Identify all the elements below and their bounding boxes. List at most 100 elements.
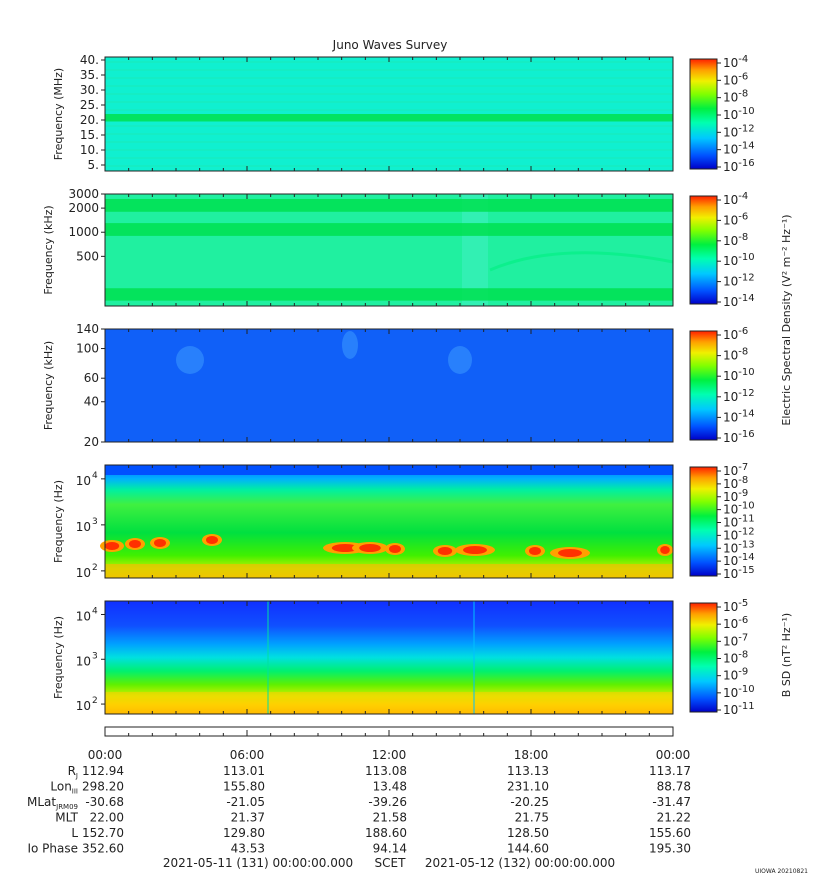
footer-start: 2021-05-11 (131) 00:00:00.000 [163, 856, 353, 870]
colorbar-tick-label: 10-7 [723, 462, 748, 478]
colorbar-tick-label: 10-11 [723, 701, 755, 717]
y-tick-label: 140 [76, 322, 99, 336]
burst [176, 346, 204, 374]
panel-1: 5.10.15.20.25.30.35.40. Frequency (MHz) [52, 53, 674, 172]
ephemeris-value: 195.30 [649, 842, 691, 856]
low-band [105, 692, 673, 714]
colorbar-tick-label: 10-8 [723, 347, 748, 363]
y-tick-label: 100 [76, 342, 99, 356]
colorbar-tick-label: 10-10 [723, 684, 755, 700]
colorbar-tick-label: 10-10 [723, 106, 755, 122]
colorbar-tick-label: 10-14 [723, 408, 755, 424]
colorbar-tick-label: 10-8 [723, 650, 748, 666]
spectrogram-image [105, 194, 673, 306]
ephemeris-value: 94.14 [373, 842, 407, 856]
y-tick-label: 25. [80, 98, 99, 112]
emission-core [104, 542, 120, 550]
panel-3: 140 100 60 40 20 Frequency (kHz) [42, 322, 674, 449]
ephemeris-value: 352.60 [82, 842, 124, 856]
colorbar-tick-label: 10-9 [723, 488, 748, 504]
y-tick-label: 10 [76, 609, 91, 623]
colorbar-gradient [689, 58, 718, 170]
time-tick-label: 00:00 [88, 748, 123, 762]
ephemeris-label: MLT [55, 811, 78, 825]
time-tick-label: 18:00 [514, 748, 549, 762]
stripe [105, 85, 673, 87]
colorbar-gradient [689, 466, 718, 577]
colorbar-gradient [689, 330, 718, 441]
ephemeris-value: -30.68 [85, 795, 124, 809]
ephemeris-value: 21.37 [231, 811, 265, 825]
colorbar-tick-label: 10-9 [723, 667, 748, 683]
y-tick-label: 10 [76, 654, 91, 668]
y-axis-label: Frequency (MHz) [52, 68, 65, 160]
stripe [105, 149, 673, 151]
y-tick-label: 10 [76, 566, 91, 580]
y-tick-label: 10 [76, 474, 91, 488]
y-axis-label: Frequency (kHz) [42, 341, 55, 430]
emission-arc [489, 251, 674, 272]
y-tick-label: 60 [84, 371, 99, 385]
ephemeris-value: 298.20 [82, 780, 124, 794]
ephemeris-value: -21.05 [226, 795, 265, 809]
y-tick-label: 10. [80, 143, 99, 157]
emission-core [331, 544, 359, 552]
ephemeris-label: Io Phase [27, 842, 78, 856]
ephemeris-value: -39.26 [368, 795, 407, 809]
stripe [105, 133, 673, 135]
colorbar-tick-label: 10-12 [723, 388, 755, 404]
y-tick-label: 30. [80, 83, 99, 97]
colorbar-tick-label: 10-6 [723, 211, 748, 227]
colorbar-tick-label: 10-10 [723, 252, 755, 268]
ephemeris-label: MLatJRM09 [27, 795, 78, 811]
y-tick-label: 10 [76, 699, 91, 713]
colorbar-tick-label: 10-5 [723, 598, 748, 614]
spectrogram-image [105, 329, 673, 442]
colorbar-tick-label: 10-8 [723, 475, 748, 491]
time-tick-label: 00:00 [656, 748, 691, 762]
stripe [105, 69, 673, 71]
colorbar-tick-label: 10-12 [723, 273, 755, 289]
ephemeris-value: 13.48 [373, 780, 407, 794]
colorbar-tick-label: 10-11 [723, 514, 755, 530]
ephemeris-value: -31.47 [652, 795, 691, 809]
ephemeris-value: 113.08 [365, 764, 407, 778]
y-tick-exponent: 2 [92, 696, 98, 706]
colorbar-tick-label: 10-4 [723, 191, 748, 207]
emission-band [105, 114, 673, 122]
stripe [105, 141, 673, 143]
ephemeris-label: RJ [68, 764, 78, 780]
colorbar-tick-label: 10-14 [723, 552, 755, 568]
colorbar-tick-label: 10-12 [723, 123, 755, 139]
ephemeris-value: 231.10 [507, 780, 549, 794]
y-tick-exponent: 4 [92, 471, 98, 481]
y-tick-label: 20 [84, 435, 99, 449]
spectrogram-image [105, 465, 673, 578]
ephemeris-value: 22.00 [90, 811, 124, 825]
y-tick-label: 20. [80, 113, 99, 127]
stripe [105, 101, 673, 103]
y-axis-label: Frequency (Hz) [52, 616, 65, 699]
colorbar-gradient [689, 195, 718, 305]
y-tick-exponent: 4 [92, 606, 98, 616]
emission-core [463, 546, 487, 554]
colorbar-tick-label: 10-6 [723, 71, 748, 87]
ephemeris-value: 144.60 [507, 842, 549, 856]
ephemeris-value: 112.94 [82, 764, 124, 778]
stripe [105, 93, 673, 95]
colorbar-3: 10-6 10-8 10-10 10-12 10-14 10-16 [689, 326, 755, 445]
emission-core [206, 536, 218, 544]
ephemeris-label: LonIII [50, 780, 78, 796]
ephemeris-value: 155.80 [223, 780, 265, 794]
burst [342, 331, 358, 359]
stripe [105, 77, 673, 79]
y-tick-label: 40. [80, 53, 99, 67]
ephemeris-value: 188.60 [365, 826, 407, 840]
ephemeris-value: 21.58 [373, 811, 407, 825]
y-tick-label: 1000 [68, 225, 99, 239]
ephemeris-value: -20.25 [510, 795, 549, 809]
time-axis: 00:00 06:00 12:00 18:00 00:00 [88, 726, 691, 762]
